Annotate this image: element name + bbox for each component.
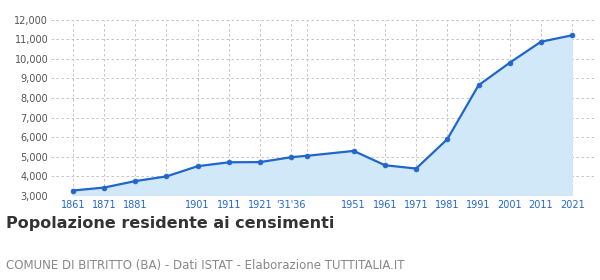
- Text: Popolazione residente ai censimenti: Popolazione residente ai censimenti: [6, 216, 334, 231]
- Text: COMUNE DI BITRITTO (BA) - Dati ISTAT - Elaborazione TUTTITALIA.IT: COMUNE DI BITRITTO (BA) - Dati ISTAT - E…: [6, 259, 404, 272]
- Polygon shape: [73, 35, 572, 196]
